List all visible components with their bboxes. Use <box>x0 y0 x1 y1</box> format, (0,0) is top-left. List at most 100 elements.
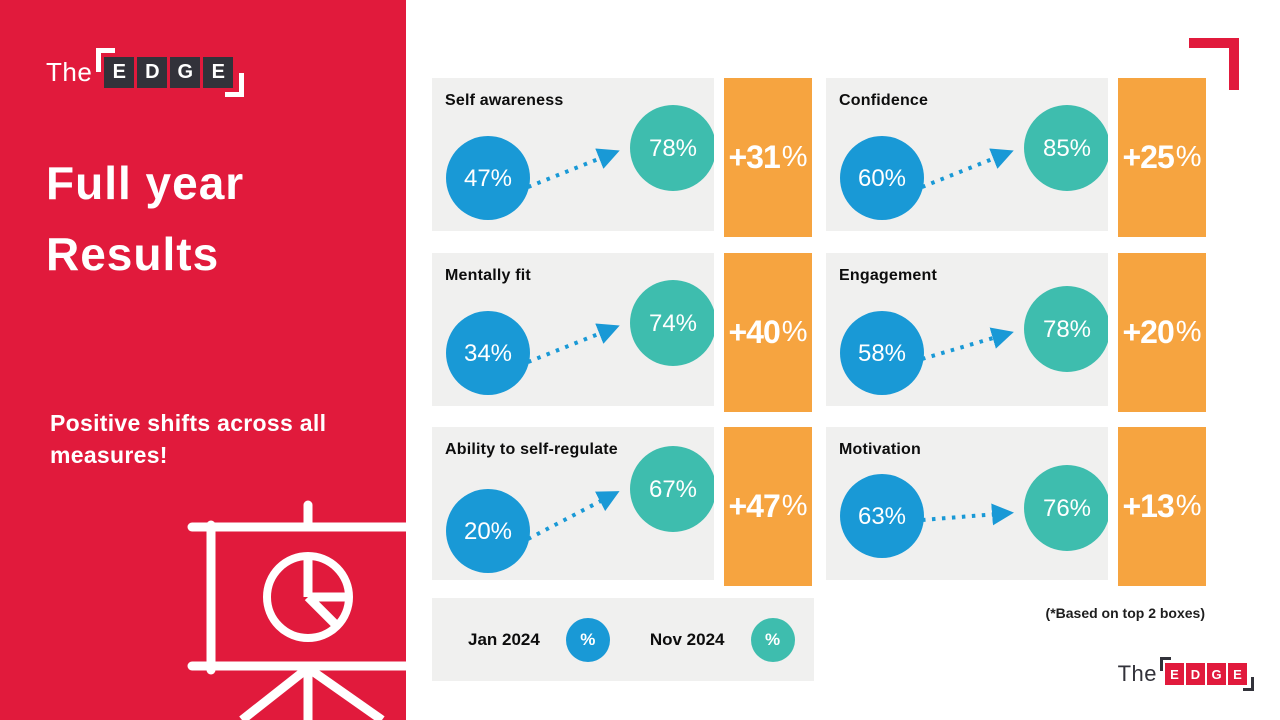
logo-letter: D <box>137 57 168 88</box>
delta-unit: % <box>781 141 808 173</box>
nov-circle <box>630 280 714 366</box>
logo-letter: E <box>1228 663 1247 685</box>
trend-arrow-icon <box>921 327 1014 361</box>
delta-unit: % <box>1175 316 1202 348</box>
card-panel: Self awareness 47% 78% <box>432 78 714 231</box>
page-title-line1: Full year <box>46 157 245 209</box>
metric-card-engagement: Engagement 58% 78% +20 % <box>826 253 1206 412</box>
card-title: Mentally fit <box>445 267 531 284</box>
page-title: Full year Results <box>46 148 244 291</box>
logo-bracket-top-left-icon <box>96 48 116 72</box>
metric-card-motivation: Motivation 63% 76% +13 % <box>826 427 1206 586</box>
delta-badge: +31 % <box>724 78 812 237</box>
nov-value: 78% <box>649 135 697 162</box>
trend-arrow-icon <box>527 148 620 189</box>
legend-nov-label: Nov 2024 <box>649 629 725 649</box>
nov-circle <box>630 446 714 532</box>
delta-badge: +25 % <box>1118 78 1206 237</box>
logo-letter: E <box>1165 663 1184 685</box>
nov-value: 78% <box>1043 316 1091 343</box>
nov-circle <box>1024 465 1108 551</box>
jan-value: 20% <box>464 518 512 545</box>
logo-bracket-top-left-icon <box>1160 657 1171 671</box>
nov-circle <box>1024 105 1108 191</box>
metric-card-self-awareness: Self awareness 47% 78% +31 % <box>432 78 812 237</box>
jan-value: 58% <box>858 340 906 367</box>
card-panel: Confidence 60% 85% <box>826 78 1108 231</box>
logo-letter: G <box>170 57 201 88</box>
card-title: Confidence <box>839 92 929 109</box>
legend-jan-circle-icon: % <box>565 617 610 662</box>
delta-unit: % <box>1175 490 1202 522</box>
logo-prefix: The <box>1117 661 1157 686</box>
delta-value: +40 <box>728 314 780 350</box>
card-panel: Engagement 58% 78% <box>826 253 1108 406</box>
nov-value: 67% <box>649 476 697 503</box>
before-after-chart: 34% 74% <box>446 280 714 395</box>
brand-logo-bottom: The E D G E <box>1117 657 1254 691</box>
delta-badge: +40 % <box>724 253 812 412</box>
logo-letter: E <box>203 57 234 88</box>
jan-value: 60% <box>858 165 906 192</box>
delta-value: +47 <box>728 488 780 524</box>
card-title: Motivation <box>839 441 921 458</box>
delta-badge: +47 % <box>724 427 812 586</box>
card-panel: Motivation 63% 76% <box>826 427 1108 580</box>
jan-value: 63% <box>858 503 906 530</box>
legend-nov-symbol: % <box>764 629 781 649</box>
delta-badge: +13 % <box>1118 427 1206 586</box>
logo-letter-boxes: E D G E <box>96 48 245 97</box>
logo-letter: E <box>104 57 135 88</box>
presentation-chart-icon <box>187 500 406 720</box>
trend-arrow-icon <box>921 148 1014 189</box>
legend-jan-label: Jan 2024 <box>468 629 540 649</box>
legend: Jan 2024 % Nov 2024 % <box>432 598 814 681</box>
legend-jan-symbol: % <box>580 629 596 649</box>
jan-value: 34% <box>464 340 512 367</box>
card-panel: Mentally fit 34% 74% <box>432 253 714 406</box>
left-panel: The E D G E Full year Results Positive s… <box>0 0 406 720</box>
delta-value: +25 <box>1122 139 1174 175</box>
brand-logo-top: The E D G E <box>46 48 245 97</box>
delta-unit: % <box>781 490 808 522</box>
metric-card-self-regulate: Ability to self-regulate 20% 67% +47 % <box>432 427 812 586</box>
legend-nov-circle-icon: % <box>750 617 795 662</box>
before-after-chart: 63% 76% <box>840 465 1108 558</box>
jan-circle <box>446 136 530 220</box>
logo-letter: G <box>1207 663 1226 685</box>
logo-letter: D <box>1186 663 1205 685</box>
logo-prefix: The <box>46 57 93 87</box>
nov-value: 76% <box>1043 495 1091 522</box>
jan-circle <box>446 489 530 573</box>
jan-circle <box>446 311 530 395</box>
nov-circle <box>1024 286 1108 372</box>
card-title: Engagement <box>839 267 938 284</box>
card-title: Ability to self-regulate <box>445 441 618 458</box>
jan-circle <box>840 136 924 220</box>
before-after-chart: 58% 78% <box>840 286 1108 395</box>
card-title: Self awareness <box>445 92 564 109</box>
card-panel: Ability to self-regulate 20% 67% <box>432 427 714 580</box>
subtitle: Positive shifts across all measures! <box>50 410 327 469</box>
metric-card-confidence: Confidence 60% 85% +25 % <box>826 78 1206 237</box>
before-after-chart: 47% 78% <box>446 105 714 220</box>
jan-value: 47% <box>464 165 512 192</box>
logo-bracket-bottom-right-icon <box>1243 677 1254 691</box>
delta-unit: % <box>1175 141 1202 173</box>
before-after-chart: 60% 85% <box>840 105 1108 220</box>
trend-arrow-icon <box>527 323 620 364</box>
trend-arrow-icon <box>527 491 620 541</box>
nov-circle <box>630 105 714 191</box>
trend-arrow-icon <box>921 503 1014 526</box>
jan-circle <box>840 311 924 395</box>
logo-letter-boxes: E D G E <box>1160 657 1254 691</box>
delta-badge: +20 % <box>1118 253 1206 412</box>
nov-value: 74% <box>649 310 697 337</box>
nov-value: 85% <box>1043 135 1091 162</box>
delta-value: +13 <box>1122 488 1174 524</box>
footnote: (*Based on top 2 boxes) <box>1045 605 1205 621</box>
logo-bracket-bottom-right-icon <box>225 73 245 97</box>
delta-value: +20 <box>1122 314 1174 350</box>
page-title-line2: Results <box>46 228 220 281</box>
delta-unit: % <box>781 316 808 348</box>
